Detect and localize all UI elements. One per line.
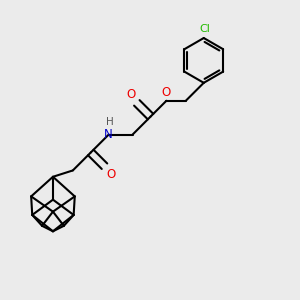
Text: N: N [104,128,113,141]
Text: O: O [106,168,115,181]
Text: H: H [106,117,113,127]
Text: Cl: Cl [200,23,211,34]
Text: O: O [126,88,135,101]
Text: O: O [162,86,171,99]
